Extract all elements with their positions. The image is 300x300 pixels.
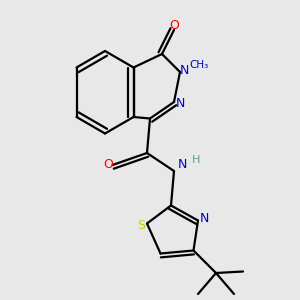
Text: N: N [200,212,209,225]
Text: N: N [176,97,185,110]
Text: O: O [103,158,113,172]
Text: O: O [169,19,179,32]
Text: N: N [180,64,189,77]
Text: CH₃: CH₃ [190,60,209,70]
Text: H: H [192,154,201,165]
Text: S: S [138,219,146,232]
Text: N: N [178,158,187,171]
